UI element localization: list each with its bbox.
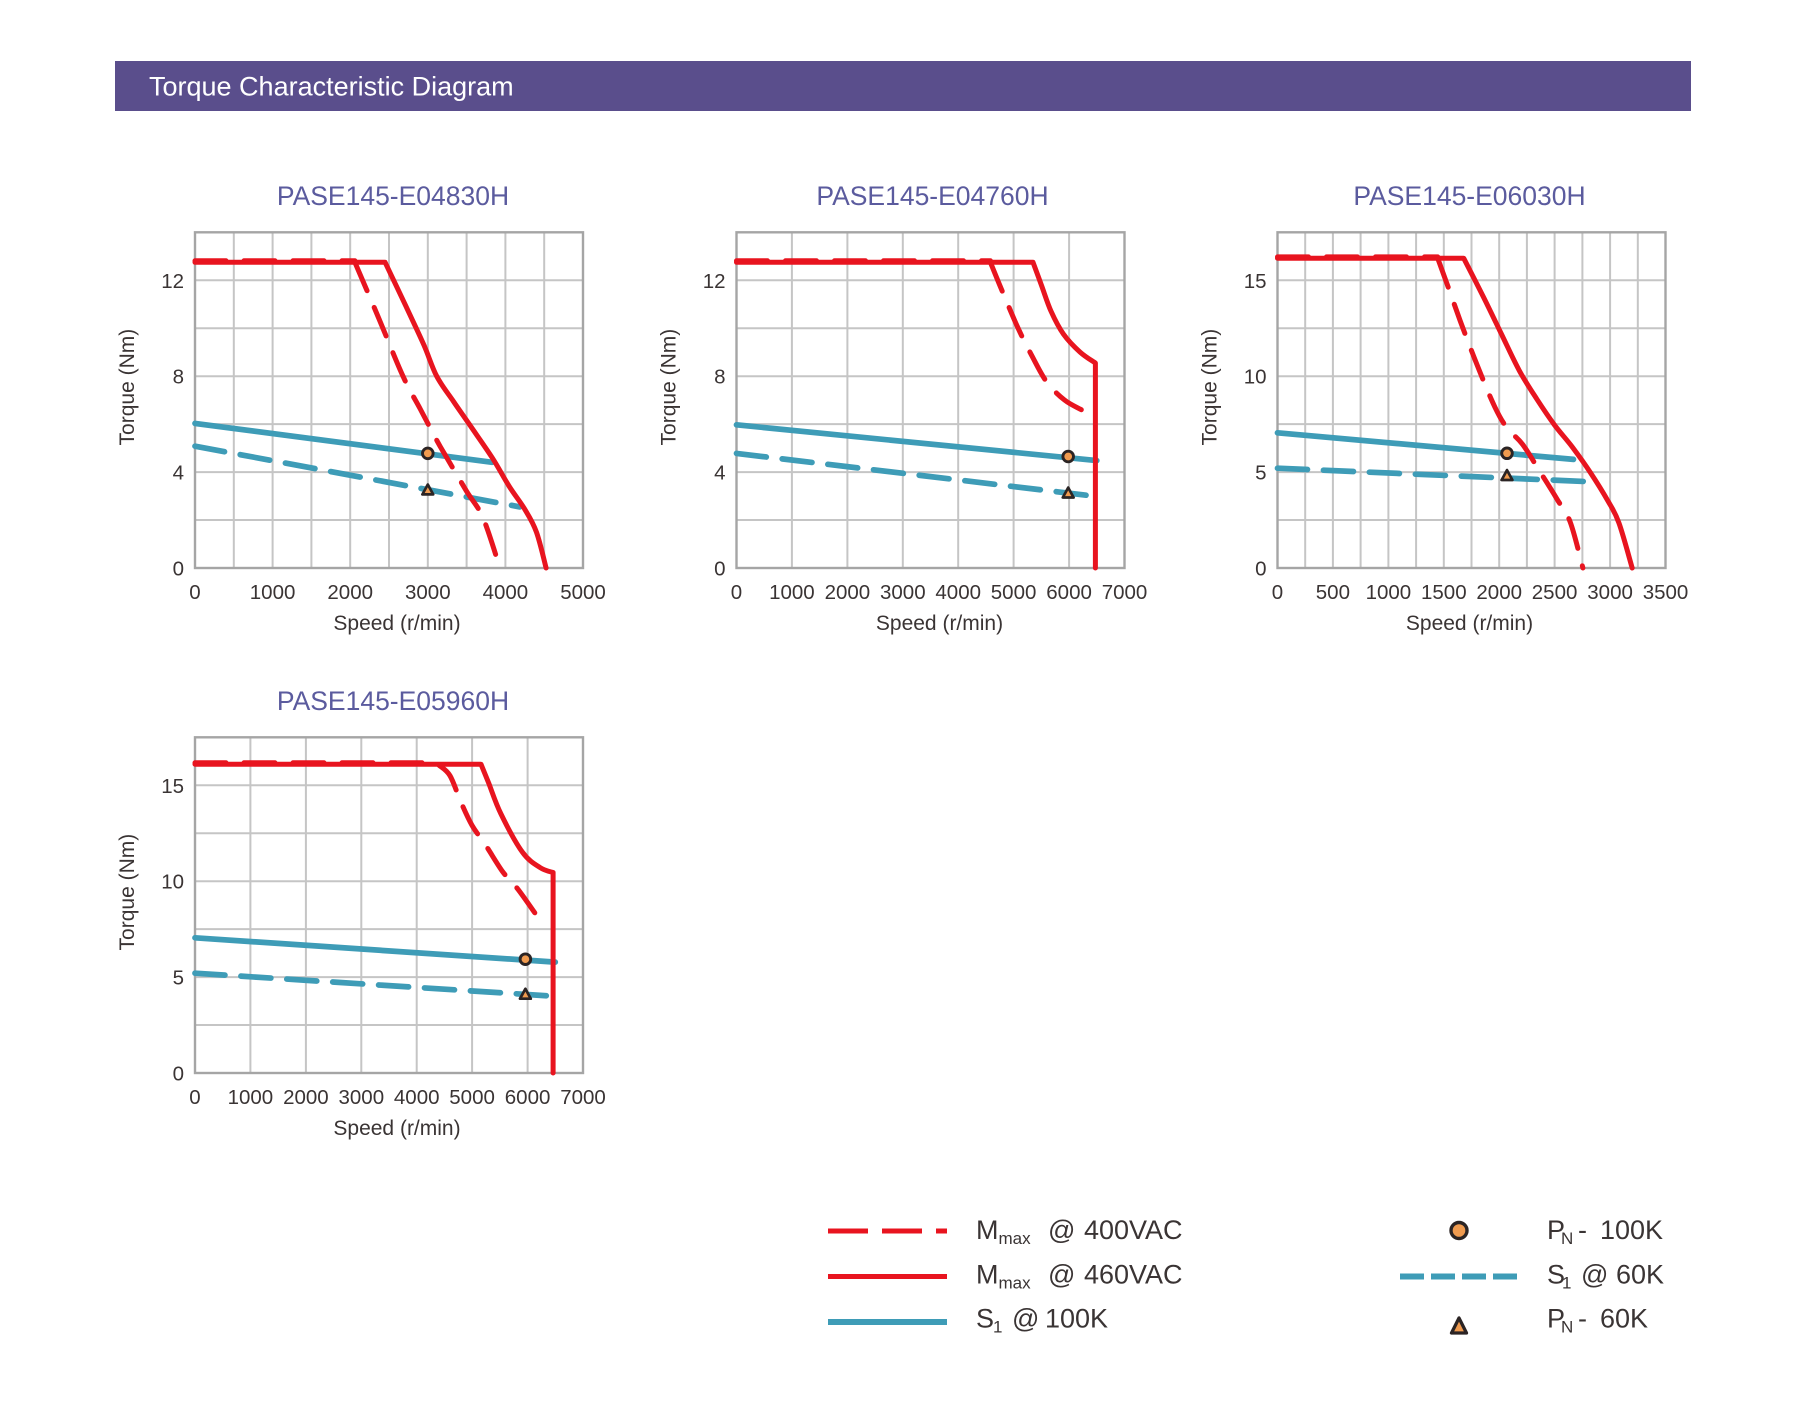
svg-text:0: 0 <box>714 558 725 581</box>
svg-text:5000: 5000 <box>560 581 606 604</box>
svg-text:4000: 4000 <box>394 1086 440 1109</box>
svg-text:0: 0 <box>189 1086 200 1109</box>
svg-text:3500: 3500 <box>1643 581 1689 604</box>
svg-text:0: 0 <box>1255 558 1266 581</box>
svg-text:3000: 3000 <box>880 581 926 604</box>
svg-text:Torque Characteristic Diagram: Torque Characteristic Diagram <box>149 72 514 102</box>
svg-text:5: 5 <box>173 967 184 990</box>
svg-text:PASE145-E06030H: PASE145-E06030H <box>1353 181 1585 211</box>
svg-text:10: 10 <box>1244 366 1267 389</box>
svg-text:Torque (Nm): Torque (Nm) <box>658 329 681 446</box>
svg-text:Torque (Nm): Torque (Nm) <box>116 329 139 446</box>
svg-text:3000: 3000 <box>338 1086 384 1109</box>
svg-text:S1 @60K: S1 @60K <box>1547 1259 1664 1292</box>
svg-text:7000: 7000 <box>1102 581 1148 604</box>
svg-text:PASE145-E05960H: PASE145-E05960H <box>277 686 509 716</box>
svg-text:15: 15 <box>161 775 184 798</box>
svg-text:5000: 5000 <box>449 1086 495 1109</box>
svg-text:12: 12 <box>703 270 726 293</box>
svg-text:6000: 6000 <box>505 1086 551 1109</box>
svg-text:1000: 1000 <box>1366 581 1412 604</box>
svg-text:2000: 2000 <box>1476 581 1522 604</box>
svg-text:PASE145-E04830H: PASE145-E04830H <box>277 181 509 211</box>
svg-text:5000: 5000 <box>991 581 1037 604</box>
svg-text:8: 8 <box>173 366 184 389</box>
svg-text:Speed (r/min): Speed (r/min) <box>333 1117 460 1140</box>
svg-text:2500: 2500 <box>1532 581 1578 604</box>
svg-text:Speed (r/min): Speed (r/min) <box>1406 612 1533 635</box>
svg-text:0: 0 <box>1272 581 1283 604</box>
svg-text:12: 12 <box>161 270 184 293</box>
svg-text:2000: 2000 <box>825 581 871 604</box>
svg-text:4: 4 <box>714 462 725 485</box>
svg-text:8: 8 <box>714 366 725 389</box>
svg-text:6000: 6000 <box>1046 581 1092 604</box>
svg-text:15: 15 <box>1244 270 1267 293</box>
svg-text:PN -100K: PN -100K <box>1547 1215 1663 1248</box>
svg-text:7000: 7000 <box>560 1086 606 1109</box>
svg-text:S1 @100K: S1 @100K <box>976 1304 1108 1337</box>
svg-text:4000: 4000 <box>935 581 981 604</box>
svg-text:10: 10 <box>161 871 184 894</box>
svg-text:Speed (r/min): Speed (r/min) <box>876 612 1003 635</box>
svg-text:1500: 1500 <box>1421 581 1467 604</box>
svg-text:PASE145-E04760H: PASE145-E04760H <box>816 181 1048 211</box>
svg-text:3000: 3000 <box>1587 581 1633 604</box>
svg-text:4: 4 <box>173 462 184 485</box>
svg-text:Torque (Nm): Torque (Nm) <box>116 834 139 951</box>
svg-text:Speed (r/min): Speed (r/min) <box>333 612 460 635</box>
svg-text:1000: 1000 <box>250 581 296 604</box>
svg-text:500: 500 <box>1316 581 1350 604</box>
svg-text:0: 0 <box>173 1063 184 1086</box>
svg-text:5: 5 <box>1255 462 1266 485</box>
svg-text:4000: 4000 <box>483 581 529 604</box>
svg-text:Mmax @400VAC: Mmax @400VAC <box>976 1215 1183 1248</box>
svg-text:PN -60K: PN -60K <box>1547 1304 1648 1337</box>
svg-text:1000: 1000 <box>769 581 815 604</box>
svg-text:1000: 1000 <box>228 1086 274 1109</box>
svg-text:0: 0 <box>173 558 184 581</box>
svg-text:2000: 2000 <box>327 581 373 604</box>
svg-text:Torque (Nm): Torque (Nm) <box>1199 329 1222 446</box>
svg-text:Mmax @460VAC: Mmax @460VAC <box>976 1259 1183 1292</box>
svg-text:3000: 3000 <box>405 581 451 604</box>
svg-text:0: 0 <box>731 581 742 604</box>
svg-text:0: 0 <box>189 581 200 604</box>
svg-text:2000: 2000 <box>283 1086 329 1109</box>
